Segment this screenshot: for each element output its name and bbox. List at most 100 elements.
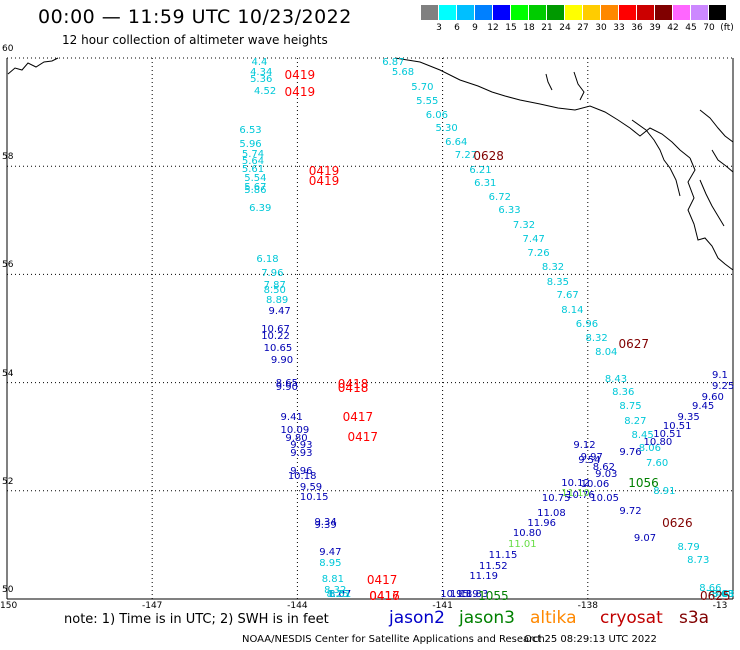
wave-height-label: 9.12 xyxy=(573,440,596,452)
color-bin-label: 21 xyxy=(541,23,553,33)
wave-height-label: 11.10 xyxy=(561,487,590,499)
latitude-label: 52 xyxy=(2,476,14,487)
wave-height-label: 5.54 xyxy=(244,172,267,184)
generation-timestamp: Oct 25 08:29:13 UTC 2022 xyxy=(524,634,657,645)
wave-height-label: 9.93 xyxy=(290,448,313,459)
time-label: 0627 xyxy=(618,336,650,351)
wave-height-label: 8.45 xyxy=(631,429,654,441)
wave-height-label: 9.07 xyxy=(633,533,657,545)
island-1 xyxy=(631,119,681,197)
island-3 xyxy=(699,179,725,227)
color-bin-label: 18 xyxy=(523,23,535,33)
wave-height-label: 9.1 xyxy=(712,370,728,382)
color-bin-label: 9 xyxy=(472,23,478,33)
color-swatch xyxy=(439,5,456,20)
wave-height-label: 8.14 xyxy=(561,304,584,316)
color-bin-label: 6 xyxy=(454,23,460,33)
wave-height-label: 6.39 xyxy=(249,203,272,215)
color-bin-label: 39 xyxy=(649,23,661,33)
wave-height-label: 9.03 xyxy=(595,468,618,480)
time-label: 0417 xyxy=(347,429,379,444)
wave-height-label: 7.96 xyxy=(261,268,284,280)
wave-height-label: 8.35 xyxy=(546,276,570,288)
wave-height-label: 8.36 xyxy=(612,387,635,399)
wave-height-label: 6.72 xyxy=(488,191,511,203)
time-label: 0628 xyxy=(473,149,504,164)
wave-height-label: 10.80 xyxy=(512,528,542,540)
time-label: 0417 xyxy=(366,573,398,588)
chart-title: 00:00 — 11:59 UTC 10/23/2022 xyxy=(38,6,352,28)
color-bin-label: 42 xyxy=(667,23,679,33)
wave-height-label: 8.66 xyxy=(699,583,722,595)
color-swatch xyxy=(637,5,654,20)
alaska-coastline-north xyxy=(394,57,691,159)
color-swatch xyxy=(421,5,438,20)
wave-height-label: 8.43 xyxy=(604,373,628,385)
latitude-label: 50 xyxy=(2,585,14,595)
longitude-label: -147 xyxy=(141,601,163,611)
wave-height-label: 8.95 xyxy=(319,557,342,569)
wave-height-label: 9.35 xyxy=(677,411,700,423)
wave-height-label: 6.33 xyxy=(498,205,521,217)
wave-height-label: 8.51 xyxy=(328,589,352,600)
color-bin-label: 30 xyxy=(595,23,607,33)
wave-height-label: 9.34 xyxy=(314,517,337,529)
color-swatch xyxy=(457,5,474,20)
inlet-2 xyxy=(545,73,553,91)
chart-subtitle: 12 hour collection of altimeter wave hei… xyxy=(62,33,328,47)
color-swatch xyxy=(493,5,510,20)
time-label: 0418 xyxy=(337,377,369,392)
wave-height-label: 7.27 xyxy=(454,150,478,162)
wave-height-label: 5.61 xyxy=(241,163,265,175)
time-label: 0417 xyxy=(369,589,400,603)
wave-height-label: 9.90 xyxy=(270,354,294,366)
wave-height-label: 6.53 xyxy=(239,125,262,137)
wave-height-label: 11.96 xyxy=(527,518,557,530)
wave-height-label: 11.19 xyxy=(469,571,498,583)
wave-height-label: 9.47 xyxy=(268,306,291,318)
wave-height-label: 5.70 xyxy=(411,81,434,93)
wave-height-label: 8.62 xyxy=(592,462,615,474)
wave-height-label: 6.21 xyxy=(469,164,492,176)
color-bin-label: 15 xyxy=(505,23,517,33)
wave-height-label: 11.08 xyxy=(537,507,566,519)
wave-height-label: 10.05 xyxy=(590,492,619,504)
wave-height-label: 8.81 xyxy=(321,574,344,586)
alaska-panhandle xyxy=(687,157,734,271)
wave-height-label: 6.18 xyxy=(256,253,279,265)
wave-height-label: 10.09 xyxy=(280,425,310,437)
wave-height-label: 5.36 xyxy=(250,73,273,85)
wave-height-label: 9.90 xyxy=(275,382,298,393)
island-4 xyxy=(711,149,734,173)
time-label: 0419 xyxy=(308,163,340,178)
latitude-label: 54 xyxy=(2,368,14,379)
wave-height-label: 9.93 xyxy=(290,439,313,451)
longitude-label: -150 xyxy=(0,601,18,611)
credit-line: NOAA/NESDIS Center for Satellite Applica… xyxy=(242,634,545,645)
satellite-legend-item: jason3 xyxy=(459,608,515,628)
color-swatch xyxy=(529,5,546,20)
wave-height-label: 8.65 xyxy=(275,378,298,390)
wave-height-label: 9.47 xyxy=(319,547,342,558)
time-label: 0417 xyxy=(342,409,374,424)
time-label: 0416 xyxy=(369,589,400,603)
wave-height-label: 5.74 xyxy=(241,149,265,161)
wave-height-label: 10.51 xyxy=(653,429,682,441)
color-swatch xyxy=(619,5,636,20)
wave-height-label: 8.07 xyxy=(328,589,352,600)
color-swatch xyxy=(601,5,618,20)
wave-height-label: 10.95 xyxy=(440,589,469,600)
wave-height-label: 7.60 xyxy=(645,457,669,469)
wave-height-label: 9.76 xyxy=(619,446,642,458)
wave-height-label: 8.04 xyxy=(595,346,618,358)
satellite-legend-item: cryosat xyxy=(600,608,663,628)
wave-height-label: 10.75 xyxy=(541,492,571,504)
wave-height-label: 8.32 xyxy=(585,333,608,345)
wave-height-label: 6.87 xyxy=(382,57,405,68)
wave-height-label: 9.80 xyxy=(285,433,308,445)
longitude-label: -144 xyxy=(287,601,308,611)
wave-height-label: 9.60 xyxy=(701,391,724,403)
wave-height-label: 11.01 xyxy=(508,538,537,550)
wave-height-label: 10.22 xyxy=(261,330,290,342)
wave-height-label: 8.73 xyxy=(687,555,710,567)
